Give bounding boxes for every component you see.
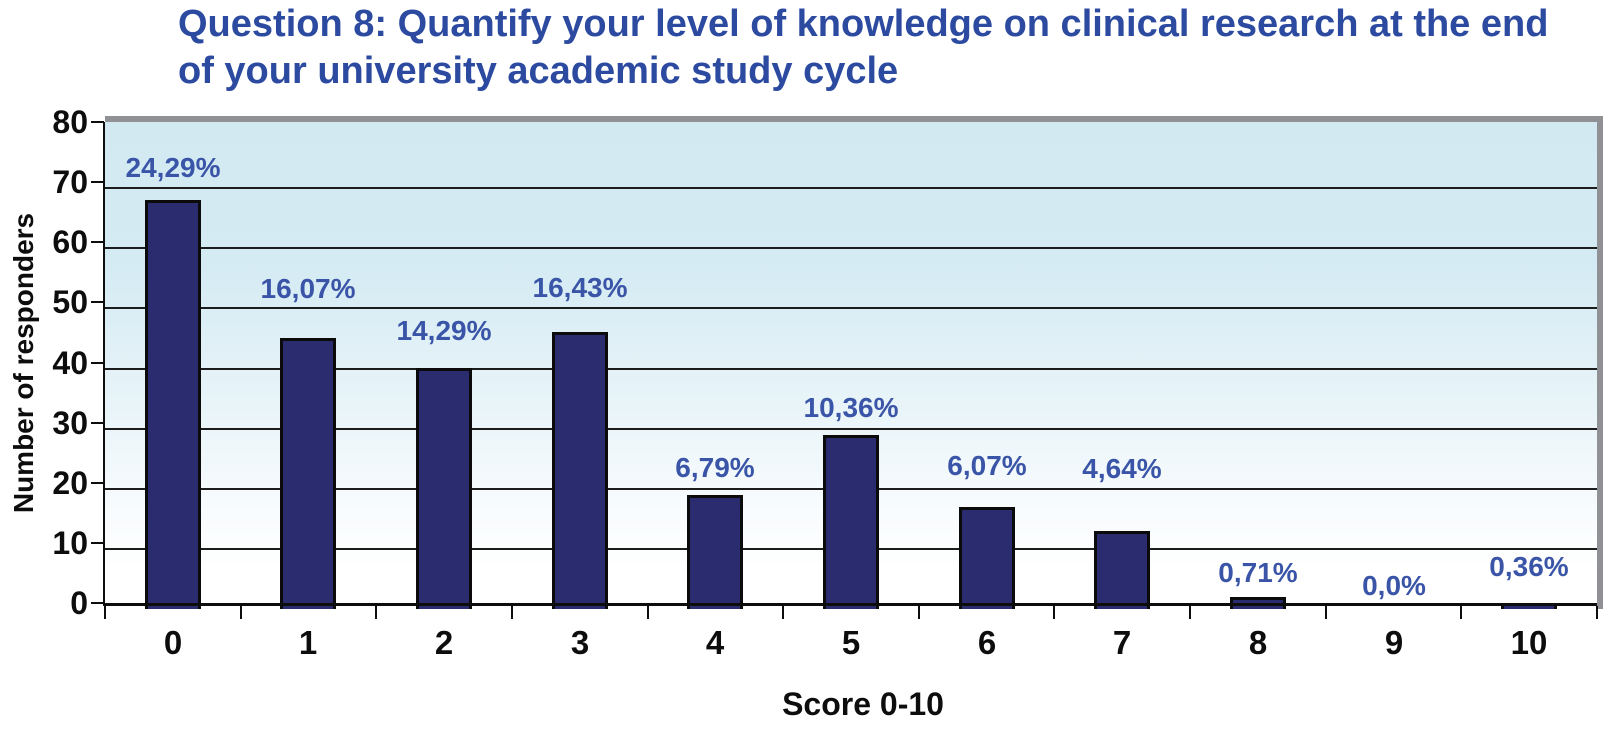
- chart-title: Question 8: Quantify your level of knowl…: [178, 3, 1549, 92]
- data-label-score-6: 6,07%: [947, 450, 1027, 481]
- x-tick-label-8: 8: [1248, 624, 1268, 661]
- gridline-y-50: [105, 307, 1597, 310]
- bar-score-5: [823, 435, 879, 609]
- plot-inner: 24,29% 16,07% 14,29% 16,43% 6,79% 10,36% 6,07%…: [105, 128, 1597, 609]
- y-tick-20: [91, 482, 104, 484]
- data-label-score-10: 0,36%: [1489, 551, 1569, 582]
- bar-score-1: [280, 338, 336, 609]
- x-axis-title: Score 0-10: [782, 686, 944, 722]
- bar-score-2: [416, 368, 472, 609]
- gridline-y-40: [105, 367, 1597, 370]
- data-label-score-4: 6,79%: [675, 452, 755, 483]
- x-tick-label-1: 1: [298, 624, 318, 661]
- y-tick-label-30: 30: [52, 405, 88, 441]
- x-tick-label-0: 0: [163, 624, 183, 661]
- x-tick-label-2: 2: [434, 624, 454, 661]
- y-tick-label-10: 10: [52, 525, 88, 561]
- x-tick-label-5: 5: [841, 624, 861, 661]
- y-tick-label-0: 0: [70, 585, 88, 621]
- bar-score-7: [1094, 531, 1150, 609]
- plot-area: 24,29% 16,07% 14,29% 16,43% 6,79% 10,36% 6,07%…: [105, 116, 1603, 609]
- x-tick-7: [1053, 606, 1055, 619]
- gridline-y-30: [105, 427, 1597, 430]
- y-tick-50: [91, 301, 104, 303]
- x-tick-label-9: 9: [1384, 624, 1404, 661]
- x-tick-9: [1325, 606, 1327, 619]
- y-tick-label-50: 50: [52, 284, 88, 320]
- y-tick-70: [91, 181, 104, 183]
- bar-score-4: [687, 495, 743, 609]
- y-tick-label-60: 60: [52, 224, 88, 260]
- y-tick-label-20: 20: [52, 465, 88, 501]
- x-tick-0: [104, 606, 106, 619]
- bar-score-3: [552, 332, 608, 609]
- x-tick-1: [240, 606, 242, 619]
- data-label-score-9: 0,0%: [1362, 570, 1426, 601]
- x-tick-2: [375, 606, 377, 619]
- x-axis-line: [103, 603, 1597, 606]
- x-tick-label-3: 3: [570, 624, 590, 661]
- x-tick-8: [1189, 606, 1191, 619]
- y-tick-40: [91, 362, 104, 364]
- gridline-y-60: [105, 247, 1597, 250]
- y-tick-label-70: 70: [52, 164, 88, 200]
- data-label-score-5: 10,36%: [803, 392, 899, 423]
- x-tick-10: [1460, 606, 1462, 619]
- x-tick-3: [511, 606, 513, 619]
- y-tick-80: [91, 121, 104, 123]
- x-tick-4: [647, 606, 649, 619]
- y-tick-label-40: 40: [52, 345, 88, 381]
- data-label-score-8: 0,71%: [1218, 557, 1298, 588]
- y-tick-60: [91, 241, 104, 243]
- bar-score-6: [959, 507, 1015, 609]
- x-tick-6: [918, 606, 920, 619]
- data-label-score-2: 14,29%: [396, 315, 492, 346]
- data-label-score-3: 16,43%: [532, 272, 628, 303]
- y-tick-label-80: 80: [52, 104, 88, 140]
- x-tick-label-4: 4: [705, 624, 725, 661]
- data-label-score-7: 4,64%: [1082, 453, 1162, 484]
- data-label-score-1: 16,07%: [260, 273, 356, 304]
- y-tick-10: [91, 542, 104, 544]
- x-tick-5: [782, 606, 784, 619]
- x-tick-label-10: 10: [1510, 624, 1548, 661]
- y-tick-0: [91, 602, 104, 604]
- data-label-score-0: 24,29%: [125, 152, 221, 183]
- x-tick-label-7: 7: [1112, 624, 1132, 661]
- y-axis-line: [103, 122, 105, 606]
- gridline-y-70: [105, 187, 1597, 190]
- x-tick-11: [1596, 606, 1598, 619]
- y-tick-30: [91, 422, 104, 424]
- bar-score-0: [145, 200, 201, 609]
- x-tick-label-6: 6: [977, 624, 997, 661]
